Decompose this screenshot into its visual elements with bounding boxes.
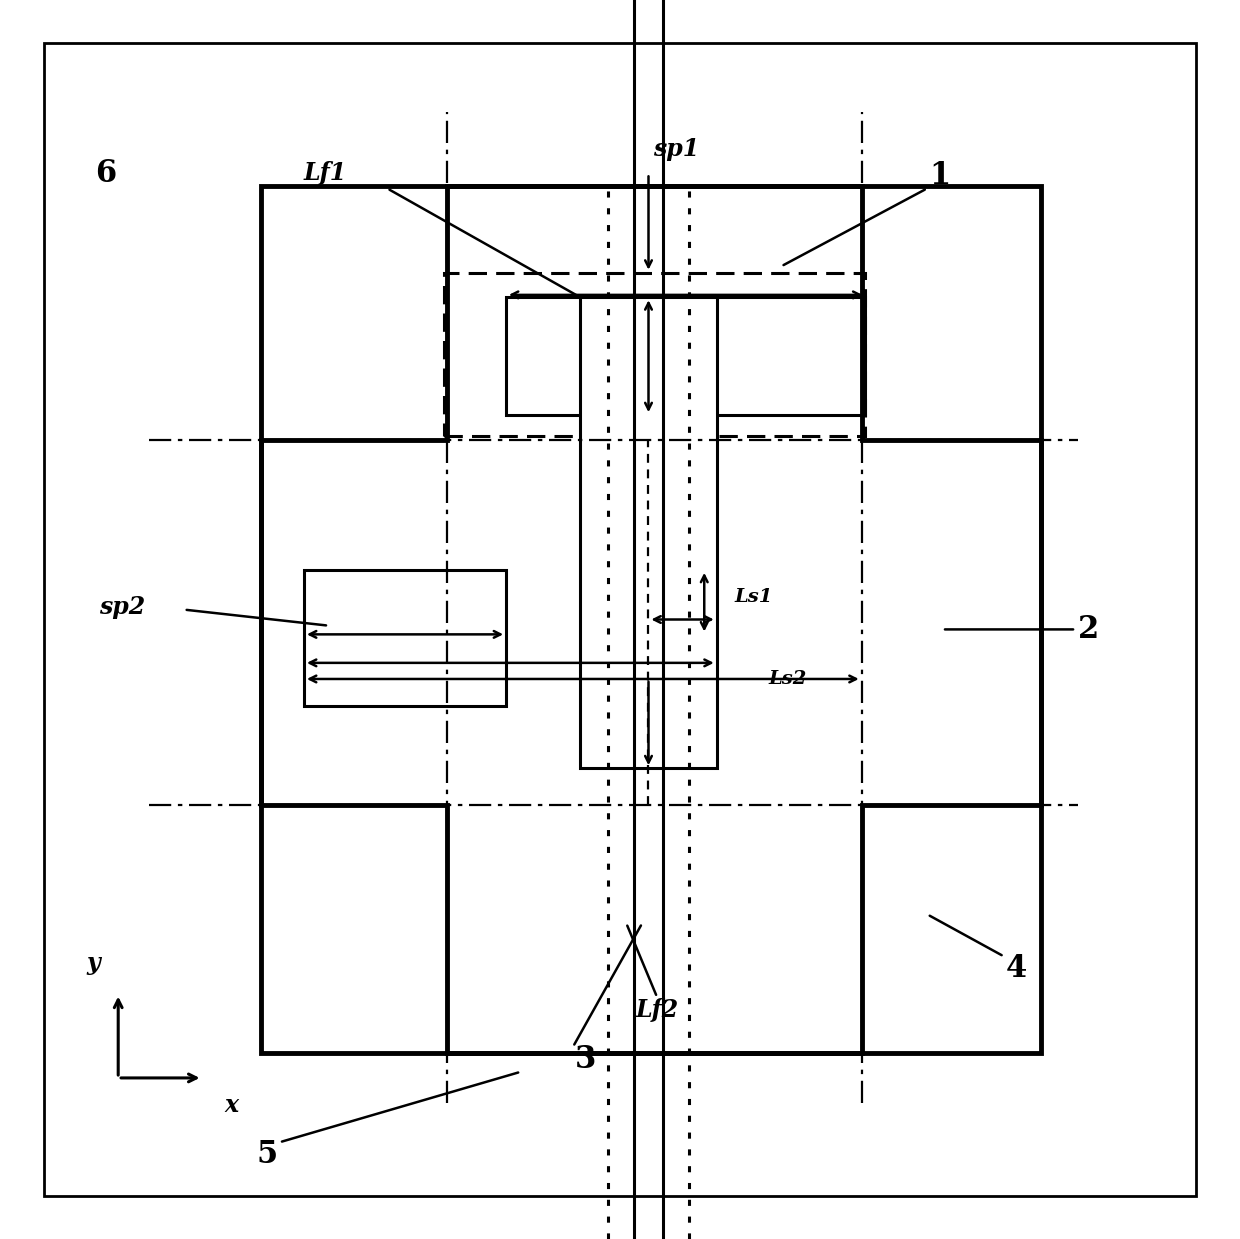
Bar <box>304 570 506 706</box>
Bar <box>260 186 1042 1053</box>
Text: 4: 4 <box>1006 953 1027 985</box>
Text: Ls1: Ls1 <box>734 589 773 606</box>
Bar <box>506 297 866 415</box>
Text: y: y <box>87 952 100 975</box>
Text: 3: 3 <box>574 1043 596 1075</box>
Text: Lf1: Lf1 <box>304 161 347 186</box>
Bar <box>444 273 866 436</box>
Text: Ls2: Ls2 <box>768 670 806 688</box>
Text: Lf2: Lf2 <box>636 997 678 1022</box>
Text: 1: 1 <box>929 160 950 192</box>
Text: sp1: sp1 <box>652 136 699 161</box>
Text: x: x <box>224 1093 239 1116</box>
Text: sp2: sp2 <box>99 595 145 620</box>
Bar <box>580 297 717 768</box>
Text: 6: 6 <box>95 157 117 190</box>
Text: 2: 2 <box>1078 613 1099 646</box>
Text: 5: 5 <box>257 1139 278 1171</box>
